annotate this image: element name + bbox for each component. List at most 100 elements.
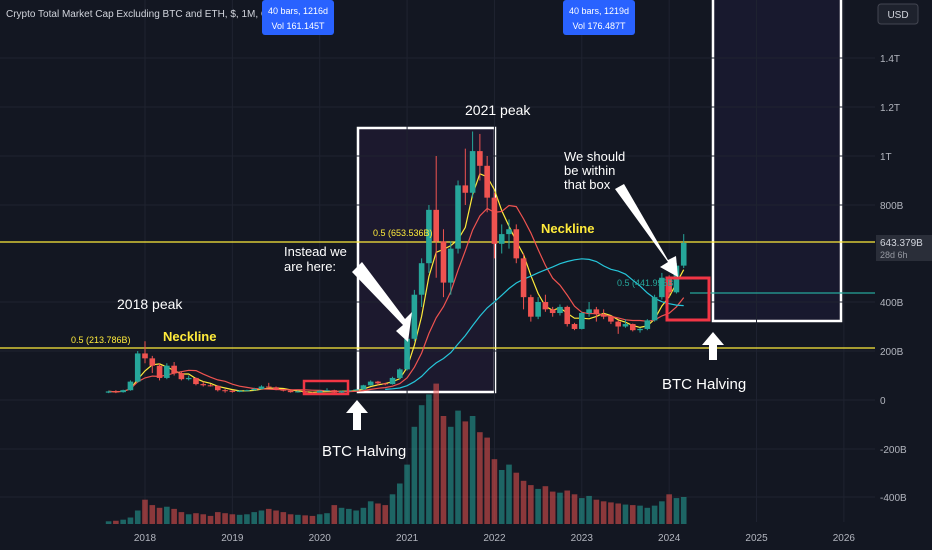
volume-bar — [520, 480, 527, 524]
projected-cycle-box[interactable] — [711, 0, 843, 323]
volume-bar — [659, 501, 665, 524]
measure-box-1-vol: Vol 161.145T — [271, 21, 325, 31]
candle — [491, 192, 498, 259]
volume-bar — [193, 513, 199, 524]
candle — [316, 390, 323, 394]
candle-body — [615, 321, 621, 327]
candle-body — [178, 373, 185, 380]
time-tick-label: 2020 — [309, 533, 332, 544]
price-tick-label: 400B — [880, 298, 904, 309]
volume-bar — [265, 508, 272, 524]
halving-box-2020[interactable] — [302, 379, 350, 396]
candle-body — [542, 302, 549, 310]
volume-bar — [120, 519, 126, 524]
time-tick-label: 2023 — [571, 533, 594, 544]
volume-bar — [666, 494, 672, 524]
price-tick-label: 200B — [880, 347, 904, 358]
neckline-right-label: Neckline — [541, 221, 594, 236]
price-tick-label: -400B — [880, 493, 907, 504]
candle-body — [520, 258, 527, 298]
candle-body — [433, 209, 439, 242]
volume-bar — [549, 491, 556, 524]
price-tick-label: 1.2T — [880, 103, 900, 114]
candle — [469, 131, 476, 198]
currency-label: USD — [887, 10, 908, 21]
volume-bar — [309, 515, 316, 524]
volume-bar — [433, 383, 439, 524]
candle-body — [280, 389, 287, 391]
time-tick-label: 2019 — [221, 533, 244, 544]
candle — [629, 323, 636, 332]
candle-body — [622, 324, 629, 327]
candle-body — [316, 390, 323, 393]
candle-body — [484, 165, 490, 198]
candle — [244, 389, 250, 392]
chart-title: Crypto Total Market Cap Excluding BTC an… — [6, 9, 323, 20]
candle-body — [426, 209, 432, 264]
candle-body — [258, 386, 265, 389]
candle — [477, 133, 483, 181]
candle — [404, 336, 410, 371]
candle-body — [353, 389, 359, 391]
candle — [105, 390, 112, 394]
volume-bar — [535, 488, 541, 524]
candle-body — [651, 297, 658, 321]
candle-body — [149, 358, 156, 366]
instead-label-line2: are here: — [284, 259, 336, 274]
candle-body — [462, 185, 469, 193]
volume-bar — [207, 515, 214, 524]
candle — [440, 229, 447, 298]
volume-bar — [397, 483, 403, 524]
volume-bar — [440, 416, 447, 524]
candle — [215, 385, 221, 392]
candle — [171, 362, 177, 376]
measure-box-2[interactable]: 40 bars, 1219d Vol 176.487T — [563, 0, 635, 35]
candle — [455, 180, 461, 254]
price-tick-label: 800B — [880, 201, 904, 212]
volume-bar — [367, 501, 374, 524]
candle-body — [637, 328, 643, 331]
volume-bar — [105, 521, 112, 524]
time-tick-label: 2022 — [483, 533, 506, 544]
time-axis[interactable]: 2018 2019 2020 2021 2022 2023 2024 2025 2026 — [134, 533, 856, 544]
volume-bar — [156, 507, 163, 524]
candle-body — [586, 309, 592, 314]
volume-bar — [571, 494, 578, 524]
measure-box-1[interactable]: 40 bars, 1216d Vol 161.145T — [262, 0, 334, 35]
candle — [637, 327, 643, 333]
volume-bar — [593, 499, 600, 524]
halving-label-right: BTC Halving — [662, 376, 746, 393]
currency-selector[interactable]: USD — [877, 3, 919, 25]
candle-body — [200, 384, 207, 386]
volume-bar — [331, 505, 338, 524]
volume-bar — [127, 517, 134, 524]
volume-bar — [171, 508, 177, 524]
candle — [397, 368, 403, 380]
candle — [579, 311, 585, 330]
candle-body — [222, 390, 228, 392]
price-axis[interactable]: -400B -200B 0 200B 400B 800B 1T 1.2T 1.4T — [880, 54, 907, 504]
candle-body — [265, 386, 272, 388]
volume-bar — [229, 514, 236, 524]
candle-body — [338, 391, 345, 393]
measure-box-1-bars: 40 bars, 1216d — [268, 6, 328, 16]
should-label-line3: that box — [564, 177, 611, 192]
volume-bar — [178, 512, 185, 524]
volume-bar — [469, 416, 476, 524]
time-tick-label: 2018 — [134, 533, 157, 544]
candle — [462, 148, 469, 205]
candle-body — [171, 365, 177, 374]
volume-bar — [200, 514, 207, 524]
volume-bar — [375, 503, 381, 524]
volume-bar — [316, 514, 323, 524]
candle-body — [236, 390, 243, 392]
candle — [113, 390, 119, 394]
candle — [149, 355, 156, 374]
candle — [185, 375, 192, 381]
candle-body — [447, 248, 454, 283]
neckline-left-label: Neckline — [163, 329, 216, 344]
volume-bar — [280, 512, 287, 524]
halving-box-2024[interactable] — [665, 276, 711, 322]
candle-body — [134, 353, 141, 382]
candle-body — [513, 229, 520, 259]
